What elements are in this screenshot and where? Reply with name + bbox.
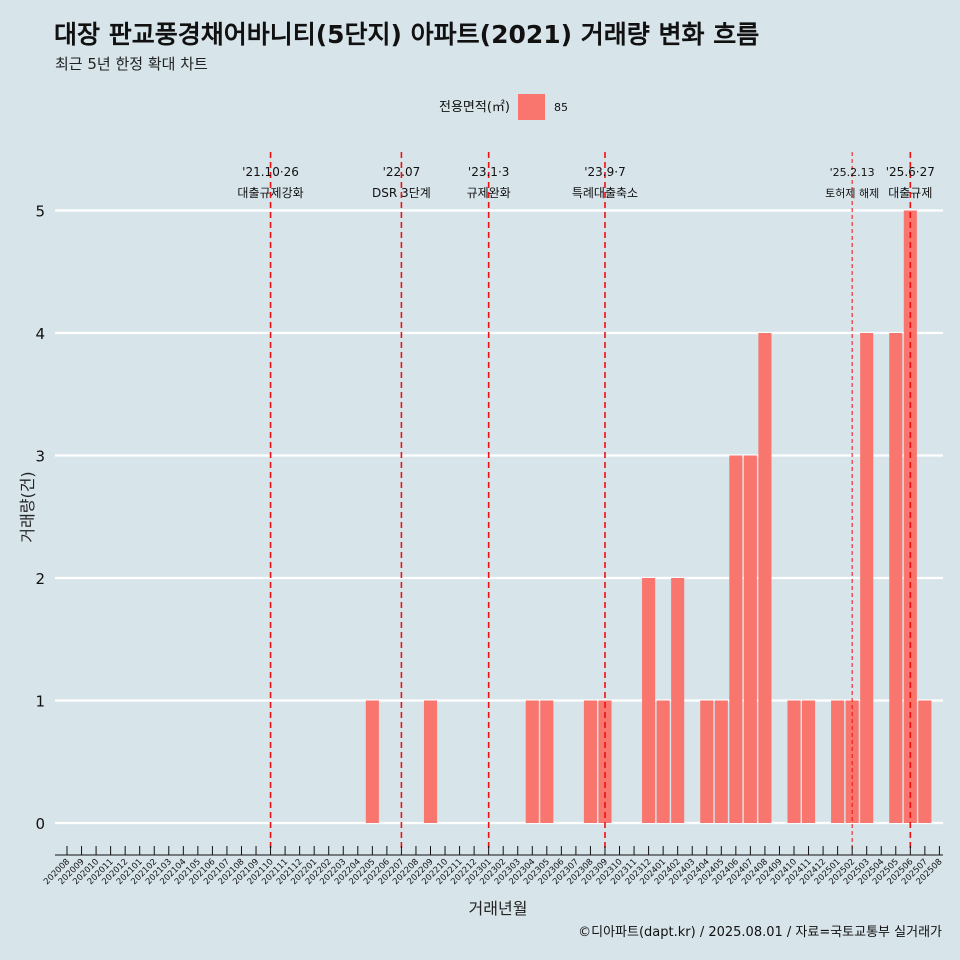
y-tick-label-4: 4 bbox=[35, 325, 45, 343]
event-label-202502: 토허제 해제 bbox=[825, 186, 879, 200]
bar-202305 bbox=[540, 700, 554, 823]
x-axis-title: 거래년월 bbox=[469, 899, 528, 918]
legend-swatch-85 bbox=[518, 94, 545, 120]
legend-title: 전용면적(㎡) bbox=[439, 100, 510, 115]
y-tick-label-1: 1 bbox=[35, 693, 45, 711]
event-date-202502: '25.2.13 bbox=[830, 166, 875, 179]
caption: ©디아파트(dapt.kr) / 2025.08.01 / 자료=국토교통부 실… bbox=[578, 925, 942, 940]
event-label-202506: 대출규제 bbox=[888, 186, 932, 200]
bar-202408 bbox=[758, 333, 772, 823]
y-tick-label-5: 5 bbox=[35, 203, 45, 221]
bar-202312 bbox=[642, 578, 656, 823]
event-label-202309: 특례대출축소 bbox=[572, 186, 638, 200]
bar-202404 bbox=[700, 700, 714, 823]
bar-202401 bbox=[656, 700, 670, 823]
y-axis-title: 거래량(건) bbox=[18, 471, 37, 542]
legend: 전용면적(㎡) 85 bbox=[439, 94, 568, 120]
bar-202209 bbox=[423, 700, 438, 823]
y-tick-label-2: 2 bbox=[35, 570, 45, 588]
bar-202309 bbox=[598, 700, 612, 823]
y-tick-label-3: 3 bbox=[35, 448, 45, 466]
event-lines bbox=[269, 152, 912, 852]
event-date-202207: '22.07 bbox=[383, 165, 421, 179]
bar-202410 bbox=[787, 700, 801, 823]
bar-202501 bbox=[831, 700, 845, 823]
legend-label-85: 85 bbox=[554, 101, 568, 114]
y-tick-label-0: 0 bbox=[35, 815, 45, 833]
bar-202505 bbox=[889, 333, 903, 823]
event-date-202309: '23.9·7 bbox=[584, 165, 625, 179]
bar-202304 bbox=[525, 700, 539, 823]
bar-202503 bbox=[860, 333, 874, 823]
bar-202406 bbox=[729, 455, 743, 823]
chart-title: 대장 판교풍경채어바니티(5단지) 아파트(2021) 거래량 변화 흐름 bbox=[54, 20, 759, 49]
bar-202402 bbox=[671, 578, 685, 823]
bar-202308 bbox=[583, 700, 597, 823]
event-label-202110: 대출규제강화 bbox=[237, 186, 303, 200]
bar-202407 bbox=[743, 455, 757, 823]
chart-subtitle: 최근 5년 한정 확대 차트 bbox=[55, 55, 208, 73]
event-label-202301: 규제완화 bbox=[467, 186, 511, 200]
bar-202411 bbox=[801, 700, 816, 823]
event-date-202301: '23.1·3 bbox=[468, 165, 509, 179]
event-date-202110: '21.10·26 bbox=[242, 165, 299, 179]
bar-202205 bbox=[365, 700, 379, 823]
bar-202405 bbox=[714, 700, 728, 823]
event-date-202506: '25.6·27 bbox=[886, 165, 935, 179]
y-tick-labels: 0 1 2 3 4 5 bbox=[35, 203, 45, 834]
bar-202507 bbox=[918, 700, 932, 823]
event-label-202207: DSR 3단계 bbox=[372, 186, 431, 200]
x-axis: 2020082020092020102020112020122021012021… bbox=[42, 846, 945, 887]
event-annotations: '21.10·26 대출규제강화 '22.07 DSR 3단계 '23.1·3 규제완화 '… bbox=[237, 165, 934, 200]
bars bbox=[365, 210, 932, 823]
